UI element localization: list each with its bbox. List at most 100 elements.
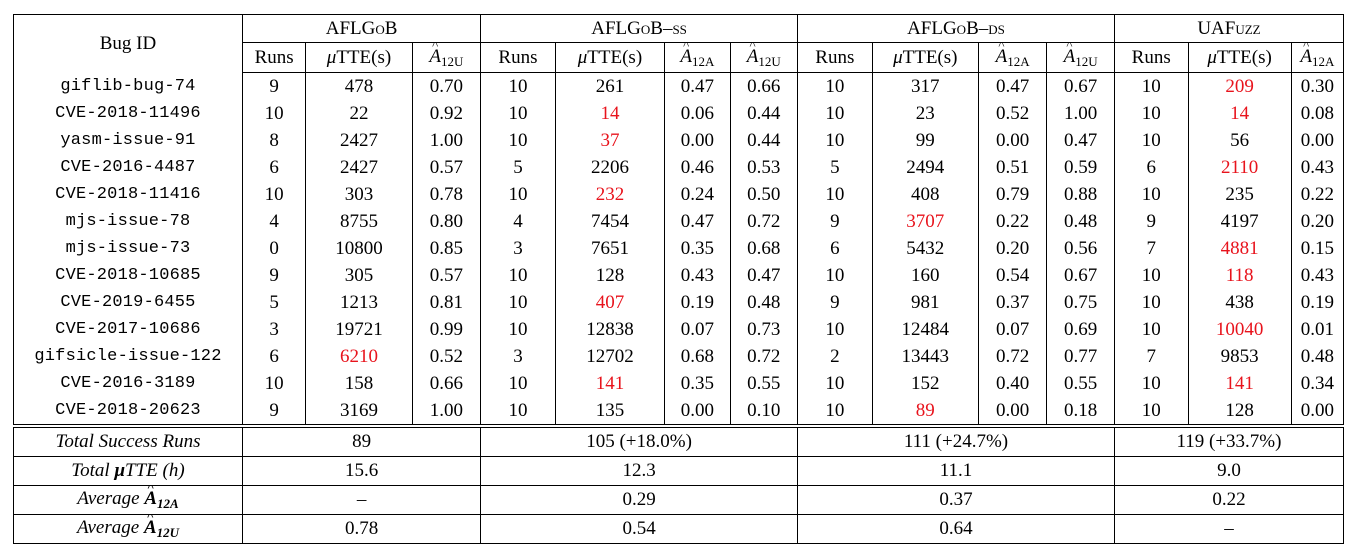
cell-u-runs: 10 — [1114, 72, 1189, 100]
cell-ss-runs: 3 — [480, 235, 556, 262]
cell-ss-runs: 10 — [480, 370, 556, 397]
cell-ds-a12u: 0.59 — [1046, 154, 1115, 181]
cell-ds-tte: 12484 — [872, 316, 979, 343]
a-letter: A — [144, 488, 157, 510]
cell-ds-a12a: 0.07 — [978, 316, 1048, 343]
cell-ss-a12u: 0.68 — [730, 235, 799, 262]
cell-u-tte: 56 — [1188, 127, 1292, 154]
cell-ds-tte: 981 — [872, 289, 979, 316]
total-success-runs-row-value-0: 89 — [242, 424, 482, 457]
bug-id-cell: mjs-issue-73 — [13, 235, 243, 262]
cell-ss-a12a: 0.43 — [664, 262, 731, 289]
cell-b-runs: 6 — [242, 154, 307, 181]
average-a12u-row-value-3: – — [1114, 514, 1345, 544]
group-header-aflgob: AFLGoB — [242, 14, 482, 43]
a-subscript: 12A — [691, 53, 715, 69]
a-hat-symbol: A12U — [144, 517, 180, 540]
sub-header-tte-8: μTTE(s) — [872, 42, 979, 73]
sub-header-runs-0: Runs — [242, 42, 307, 73]
cell-b-a12u: 0.92 — [412, 100, 482, 127]
cell-u-runs: 10 — [1114, 370, 1189, 397]
total-tte-row: Total μTTE (h) 15.6 12.3 11.1 9.0 — [13, 456, 1345, 486]
cell-ss-a12u: 0.44 — [730, 127, 799, 154]
sub-header-runs-7: Runs — [797, 42, 873, 73]
cell-ss-a12u: 0.55 — [730, 370, 799, 397]
cell-ds-a12u: 1.00 — [1046, 100, 1115, 127]
cell-b-runs: 3 — [242, 316, 307, 343]
cell-b-a12u: 0.81 — [412, 289, 482, 316]
a-subscript: 12U — [156, 525, 180, 540]
table-row: CVE-2017-10686 3 19721 0.99 10 12838 0.07 0.73 1… — [13, 316, 1345, 343]
cell-ds-tte: 99 — [872, 127, 979, 154]
cell-b-tte: 6210 — [305, 343, 413, 370]
cell-b-tte: 305 — [305, 262, 413, 289]
cell-b-runs: 8 — [242, 127, 307, 154]
cell-u-tte: 118 — [1188, 262, 1292, 289]
cell-ds-a12a: 0.22 — [978, 208, 1048, 235]
cell-ds-runs: 10 — [797, 262, 873, 289]
cell-ss-a12a: 0.68 — [664, 343, 731, 370]
cell-ss-tte: 12838 — [555, 316, 666, 343]
cell-ds-a12u: 0.75 — [1046, 289, 1115, 316]
mu-symbol: μ — [326, 46, 337, 68]
cell-b-a12u: 0.57 — [412, 154, 482, 181]
cell-ss-tte: 232 — [555, 181, 666, 208]
cell-ss-tte: 2206 — [555, 154, 666, 181]
cell-ss-tte: 141 — [555, 370, 666, 397]
a-subscript: 12A — [1007, 53, 1030, 69]
cell-u-runs: 7 — [1114, 235, 1189, 262]
bug-id-cell: mjs-issue-78 — [13, 208, 243, 235]
cell-ss-a12a: 0.24 — [664, 181, 731, 208]
a-hat-symbol: A12A — [680, 46, 715, 69]
cell-b-tte: 3169 — [305, 397, 413, 427]
a-letter: A — [680, 46, 692, 68]
cell-u-a12a: 0.00 — [1291, 397, 1345, 427]
a-hat-symbol: A12A — [144, 488, 178, 511]
average-a12u-row-value-0: 0.78 — [242, 514, 482, 544]
cell-ds-tte: 3707 — [872, 208, 979, 235]
cell-ss-a12a: 0.06 — [664, 100, 731, 127]
cell-ds-a12a: 0.72 — [978, 343, 1048, 370]
cell-u-a12a: 0.43 — [1291, 262, 1345, 289]
cell-ds-runs: 10 — [797, 316, 873, 343]
a-letter: A — [429, 46, 441, 68]
total-tte-row-value-0: 15.6 — [242, 456, 482, 486]
cell-b-tte: 478 — [305, 72, 413, 100]
table-row: CVE-2018-11496 10 22 0.92 10 14 0.06 0.44 10 23 0.… — [13, 100, 1345, 127]
cell-b-runs: 4 — [242, 208, 307, 235]
cell-ds-a12u: 0.77 — [1046, 343, 1115, 370]
sub-header-a-5: A12A — [664, 42, 731, 73]
cell-b-a12u: 0.80 — [412, 208, 482, 235]
cell-b-a12u: 1.00 — [412, 127, 482, 154]
a-hat-symbol: A12A — [1300, 46, 1335, 69]
bug-id-cell: CVE-2016-3189 — [13, 370, 243, 397]
bug-id-cell: CVE-2017-10686 — [13, 316, 243, 343]
cell-ds-a12a: 0.00 — [978, 397, 1048, 427]
average-a12a-row-label: Average A12A — [13, 485, 243, 515]
a-hat-symbol: A12A — [996, 46, 1030, 69]
cell-u-runs: 10 — [1114, 289, 1189, 316]
cell-u-runs: 10 — [1114, 316, 1189, 343]
cell-ss-a12a: 0.35 — [664, 235, 731, 262]
total-tte-row-value-1: 12.3 — [480, 456, 799, 486]
a-subscript: 12A — [1311, 53, 1335, 69]
cell-u-tte: 4197 — [1188, 208, 1292, 235]
cell-u-runs: 9 — [1114, 208, 1189, 235]
cell-u-a12a: 0.20 — [1291, 208, 1345, 235]
cell-b-runs: 0 — [242, 235, 307, 262]
cell-u-runs: 10 — [1114, 127, 1189, 154]
table-row: mjs-issue-73 0 10800 0.85 3 7651 0.35 0.68 6 5432… — [13, 235, 1345, 262]
cell-b-tte: 1213 — [305, 289, 413, 316]
table-row: CVE-2018-11416 10 303 0.78 10 232 0.24 0.50 10 40… — [13, 181, 1345, 208]
a-subscript: 12U — [758, 53, 781, 69]
cell-ss-runs: 10 — [480, 316, 556, 343]
table-body: giflib-bug-74 9 478 0.70 10 261 0.47 0.66 10 317 0… — [13, 72, 1345, 427]
bug-id-cell: CVE-2018-10685 — [13, 262, 243, 289]
a-letter: A — [747, 46, 759, 68]
total-success-runs-row: Total Success Runs 89 105 (+18.0%) 111 (+24… — [13, 424, 1345, 457]
cell-u-tte: 2110 — [1188, 154, 1292, 181]
cell-b-tte: 8755 — [305, 208, 413, 235]
cell-ds-runs: 10 — [797, 397, 873, 427]
sub-header-a-13: A12A — [1291, 42, 1345, 73]
cell-u-runs: 10 — [1114, 262, 1189, 289]
